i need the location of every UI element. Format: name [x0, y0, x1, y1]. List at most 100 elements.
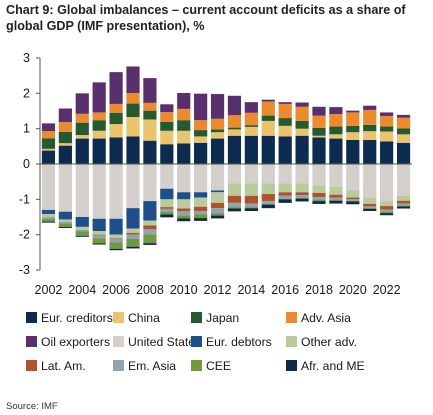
bar-segment	[177, 208, 191, 212]
bar-segment	[194, 164, 208, 193]
bar-segment	[346, 164, 360, 191]
bar-segment	[160, 112, 174, 122]
bar-segment	[261, 164, 275, 184]
bar-segment	[194, 218, 208, 221]
bar-segment	[227, 183, 242, 196]
legend-label: Afr. and ME	[301, 359, 365, 373]
bar-segment	[396, 200, 411, 204]
bar-segment	[58, 121, 72, 132]
legend-label: Oil exporters	[41, 335, 111, 349]
bar-segment	[261, 115, 275, 121]
bar-segment	[160, 208, 174, 212]
bar-segment	[41, 209, 56, 215]
bar-segment	[58, 226, 72, 228]
bar-segment	[396, 164, 411, 196]
bar-segment	[278, 164, 292, 184]
bar-segment	[160, 144, 174, 164]
bar-segment	[41, 221, 56, 223]
legend-item: Lat. Am.	[26, 359, 86, 373]
bar-segment	[210, 132, 225, 139]
bar-segment	[396, 117, 411, 129]
bar-segment	[329, 138, 343, 164]
bar-segment	[160, 207, 174, 209]
bar-segment	[363, 105, 377, 110]
bar-segment	[75, 93, 89, 114]
bar-segment	[363, 203, 377, 207]
bar-segment	[329, 200, 343, 204]
x-tick-label: 2004	[68, 283, 96, 297]
bar-segment	[380, 211, 394, 214]
bar-segment	[210, 192, 225, 203]
bar-segment	[278, 198, 292, 200]
bar-segment	[261, 120, 275, 136]
bar-segment	[160, 214, 174, 218]
bar-segment	[210, 190, 225, 193]
bar-segment	[396, 134, 411, 143]
bar-segment	[75, 235, 89, 237]
bar-segment	[160, 164, 174, 189]
bar-segment	[396, 203, 411, 206]
x-tick-label: 2020	[339, 283, 367, 297]
bar-segment	[396, 205, 411, 207]
bar-segment	[177, 192, 191, 200]
bar-segment	[295, 192, 309, 196]
bar-segment	[261, 204, 275, 209]
chart-area: 3 2 1 0 -1 -2 -3 2002 2004 2006 2008 2010 2012 2014 20…	[19, 51, 412, 297]
bar-segment	[126, 238, 140, 247]
bar-segment	[363, 197, 377, 204]
bar-segment	[363, 139, 377, 164]
source-note: Source: IMF	[6, 401, 58, 412]
bar-segment	[295, 183, 309, 193]
bar-segment	[41, 148, 56, 151]
bar-segment	[295, 120, 309, 129]
legend-label: Lat. Am.	[41, 359, 86, 373]
bar-segment	[312, 135, 326, 138]
legend-swatch	[113, 312, 124, 323]
bar-segment	[210, 94, 225, 119]
legend-item: Eur. debtors	[191, 335, 272, 349]
bar-segment	[329, 164, 343, 187]
legend-swatch	[26, 360, 37, 371]
bar-segment	[278, 102, 292, 104]
bar-segment	[278, 183, 292, 193]
bar-segment	[177, 108, 191, 121]
bar-segment	[261, 183, 275, 195]
bar-segment	[312, 185, 326, 193]
bar-segment	[194, 206, 208, 211]
legend-item: Other adv.	[286, 335, 357, 349]
bar-segment	[380, 115, 394, 127]
bar-segment	[143, 234, 157, 244]
bar-segment	[143, 140, 157, 164]
legend-swatch	[191, 336, 202, 347]
bar-segment	[210, 138, 225, 164]
bar-segment	[396, 142, 411, 164]
bar-segment	[329, 199, 343, 201]
legend-item: United States	[113, 335, 201, 349]
bar-segment	[126, 164, 140, 209]
y-tick-label: -1	[19, 192, 30, 206]
bar-segment	[41, 138, 56, 149]
bar-segment	[380, 164, 394, 202]
bar-segment	[210, 129, 225, 133]
bar-segment	[41, 150, 56, 164]
bar-segment	[295, 195, 309, 198]
legend-item: Oil exporters	[26, 335, 110, 349]
bar-segment	[92, 234, 106, 236]
bar-segment	[92, 120, 106, 131]
bar-segment	[278, 195, 292, 199]
bar-segment	[75, 217, 89, 227]
bar-segment	[41, 131, 56, 139]
bar-segment	[346, 197, 360, 200]
legend-item: Afr. and ME	[286, 359, 365, 373]
bar-segment	[194, 120, 208, 131]
bar-segment	[143, 102, 157, 111]
bar-segment	[109, 242, 123, 249]
bar-segment	[346, 199, 360, 201]
bar-segment	[92, 82, 106, 113]
bar-segment	[346, 110, 360, 113]
bar-segment	[346, 125, 360, 133]
bar-segment	[278, 118, 292, 126]
bar-segment	[363, 206, 377, 208]
bar-segment	[126, 136, 140, 164]
bar-segment	[160, 199, 174, 208]
